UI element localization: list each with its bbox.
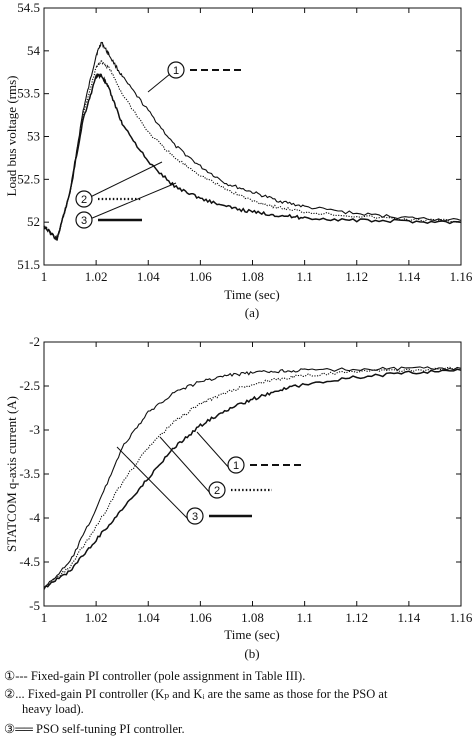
chart-a-series-1: [43, 41, 462, 241]
chart-b-y-ticks: -2 -2.5 -3 -3.5 -4 -4.5 -5: [19, 334, 461, 613]
chart-a-xtick-label: 1.14: [398, 269, 421, 284]
chart-b-marker-leader-2: [159, 436, 212, 495]
chart-b-xtick-label: 1.08: [241, 610, 264, 625]
chart-b-xlabel: Time (sec): [224, 627, 280, 642]
chart-b-marker-label-2: 2: [214, 485, 220, 497]
legend-line-2: ②... Fixed-gain PI controller (Kₚ and Kᵢ…: [4, 687, 388, 701]
chart-b-marker-leader-1: [196, 431, 231, 470]
chart-b-ytick-label: -3.5: [19, 466, 40, 481]
chart-b-xtick-label: 1.06: [189, 610, 212, 625]
chart-a-ytick-label: 52.5: [17, 171, 40, 186]
chart-a-ytick-label: 53.5: [17, 86, 40, 101]
chart-b-marker-leader-3: [116, 446, 190, 521]
chart-a-ytick-label: 54: [27, 43, 41, 58]
chart-b-ytick-label: -2.5: [19, 378, 40, 393]
chart-b-ytick-label: -2: [29, 334, 40, 349]
chart-b-series-2: [43, 366, 462, 588]
chart-b-axes-box: [43, 341, 462, 607]
chart-a-marker-label-2: 2: [81, 194, 87, 206]
chart-a-ylabel: Load bus voltage (rms): [4, 76, 19, 197]
chart-b-caption: (b): [244, 646, 259, 661]
chart-a-marker-leader-1: [147, 73, 171, 93]
chart-a-marker-label-1: 1: [173, 65, 179, 77]
chart-a-series: [43, 41, 462, 241]
chart-a-ytick-label: 53: [27, 129, 40, 144]
chart-a-x-ticks: 1 1.02 1.04 1.06 1.08 1.1 1.12 1.14 1.16: [41, 8, 473, 284]
chart-a-xtick-label: 1.16: [450, 269, 473, 284]
chart-a-marker-circle-1: [167, 61, 185, 79]
chart-a-marker-leader-3: [77, 182, 177, 225]
chart-b-marker-circle-2: [208, 481, 226, 499]
chart-a-axes-box: [43, 7, 462, 266]
chart-a-ytick-label: 51.5: [17, 257, 40, 272]
chart-a-y-ticks: 51.5 52 52.5 53 53.5 54 54.5: [17, 0, 461, 272]
chart-b-ytick-label: -4.5: [19, 554, 40, 569]
chart-a-xlabel: Time (sec): [224, 287, 280, 302]
chart-a-ytick-label: 54.5: [17, 0, 40, 15]
chart-a-markers: 1 2 3: [75, 61, 244, 229]
legend-line-1: ①--- Fixed-gain PI controller (pole assi…: [4, 669, 306, 683]
chart-a-marker-label-3: 3: [81, 215, 87, 227]
chart-b-marker-circle-1: [227, 456, 245, 474]
chart-b-marker-label-3: 3: [192, 511, 198, 523]
chart-a-xtick-label: 1.08: [241, 269, 264, 284]
chart-a-xtick-label: 1.1: [297, 269, 313, 284]
chart-a-xtick-label: 1.04: [137, 269, 160, 284]
chart-b-series: [43, 366, 462, 590]
chart-b-xtick-label: 1.14: [398, 610, 421, 625]
legend-line-3: ③══ PSO self-tuning PI controller.: [4, 722, 185, 736]
chart-b: 1 1.02 1.04 1.06 1.08 1.1 1.12 1.14 1.16 -2-2.5-…: [4, 334, 473, 661]
chart-b-xtick-label: 1.12: [345, 610, 368, 625]
chart-b-series-1: [43, 366, 462, 590]
chart-a-xtick-label: 1: [41, 269, 48, 284]
chart-b-x-ticks: 1 1.02 1.04 1.06 1.08 1.1 1.12 1.14 1.16: [41, 342, 473, 625]
chart-b-xtick-label: 1.1: [297, 610, 313, 625]
chart-a-series-3: [43, 72, 462, 241]
chart-b-ytick-label: -3: [29, 422, 40, 437]
chart-b-xtick-label: 1.04: [137, 610, 160, 625]
chart-b-ytick-label: -4: [29, 510, 40, 525]
chart-b-ylabel: STATCOM q-axis current (A): [4, 396, 19, 552]
chart-a-marker-circle-3: [75, 211, 93, 229]
chart-a-xtick-label: 1.12: [345, 269, 368, 284]
chart-b-markers: 1 2 3: [116, 431, 302, 525]
chart-b-xtick-label: 1.02: [85, 610, 108, 625]
chart-b-marker-circle-3: [186, 507, 204, 525]
chart-b-ytick-label: -5: [29, 598, 40, 613]
chart-b-series-3: [43, 368, 462, 589]
legend-line-2-continued: heavy load).: [22, 702, 84, 716]
chart-a-caption: (a): [245, 305, 259, 320]
chart-a-ytick-label: 52: [27, 214, 40, 229]
chart-b-xtick-label: 1.16: [450, 610, 473, 625]
chart-a-xtick-label: 1.06: [189, 269, 212, 284]
chart-a: 1 1.02 1.04 1.06 1.08 1.1 1.12 1.14 1.16 51.5525…: [4, 0, 473, 320]
chart-a-xtick-label: 1.02: [85, 269, 108, 284]
chart-b-xtick-label: 1: [41, 610, 48, 625]
chart-b-marker-label-1: 1: [233, 460, 239, 472]
chart-a-marker-circle-2: [75, 190, 93, 208]
